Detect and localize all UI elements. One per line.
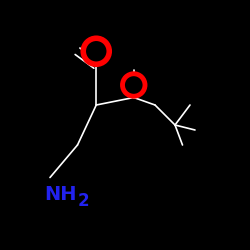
Circle shape <box>122 74 145 96</box>
Circle shape <box>83 38 109 64</box>
Text: NH: NH <box>44 186 76 204</box>
Text: 2: 2 <box>78 192 89 210</box>
